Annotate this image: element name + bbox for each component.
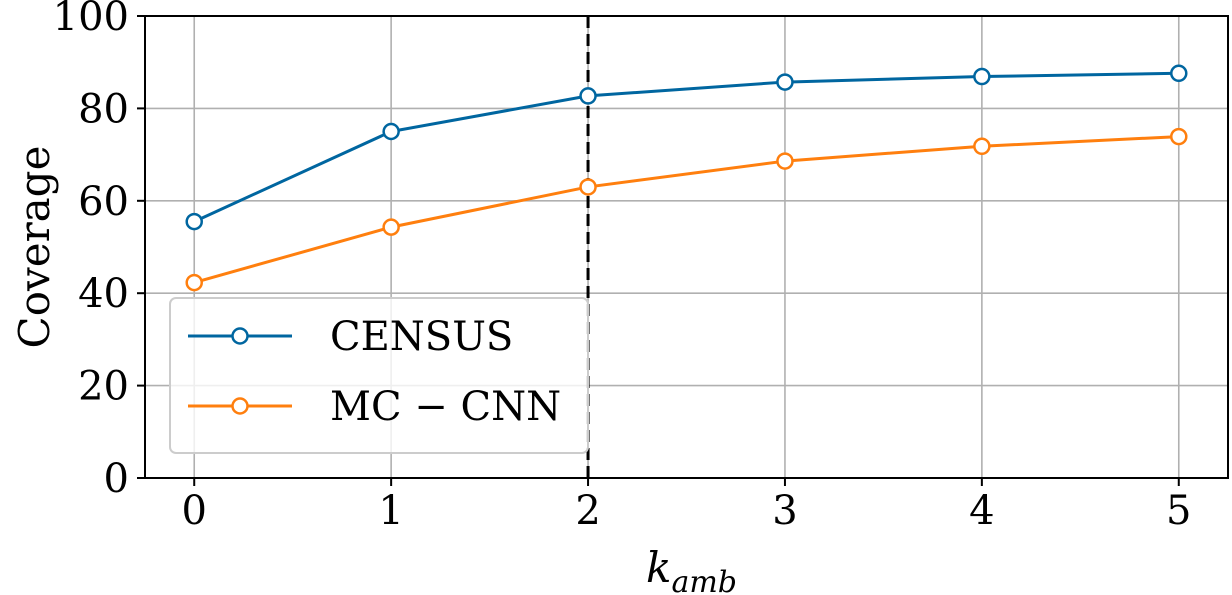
tick-labels: 0 1 2 3 4 5 0 20 40 60 80 100 bbox=[53, 0, 1192, 534]
legend: CENSUS MC − CNN bbox=[169, 297, 589, 454]
legend-marker bbox=[231, 397, 249, 415]
legend-marker bbox=[231, 327, 249, 345]
x-tick-label: 4 bbox=[969, 488, 994, 534]
x-axis-label-subscript: amb bbox=[671, 565, 737, 595]
data-point bbox=[185, 273, 203, 292]
x-axis-label-main: k bbox=[646, 543, 671, 592]
data-point bbox=[776, 73, 794, 91]
x-axis-label: kamb bbox=[646, 543, 737, 595]
legend-label: MC − CNN bbox=[330, 384, 561, 430]
series-1 bbox=[185, 64, 1188, 231]
y-tick-label: 40 bbox=[78, 271, 129, 317]
x-tick-label: 5 bbox=[1166, 488, 1191, 534]
data-point bbox=[973, 67, 991, 86]
data-point bbox=[382, 218, 400, 236]
data-point bbox=[1170, 64, 1188, 83]
x-tick-label: 0 bbox=[182, 488, 207, 534]
y-tick-label: 20 bbox=[78, 364, 129, 410]
series-line bbox=[193, 135, 1179, 285]
data-point bbox=[579, 178, 597, 196]
y-tick-label: 60 bbox=[78, 179, 129, 225]
x-tick-label: 3 bbox=[772, 488, 797, 534]
legend-item: MC − CNN bbox=[188, 384, 561, 430]
y-tick-label: 100 bbox=[53, 0, 129, 40]
y-tick-label: 0 bbox=[104, 456, 129, 502]
data-point bbox=[579, 87, 597, 105]
data-point bbox=[185, 212, 203, 231]
y-axis-label: Coverage bbox=[10, 146, 59, 349]
legend-label: CENSUS bbox=[330, 314, 513, 360]
x-tick-label: 1 bbox=[378, 488, 403, 534]
plot-frame bbox=[144, 15, 1229, 479]
x-tick-label: 2 bbox=[575, 488, 600, 534]
y-tick-label: 80 bbox=[78, 86, 129, 132]
axis-ticks bbox=[137, 15, 1180, 486]
data-point bbox=[973, 137, 991, 156]
series-line bbox=[193, 71, 1179, 223]
series-2 bbox=[185, 127, 1188, 292]
data-point bbox=[776, 152, 794, 170]
data-point bbox=[382, 122, 400, 141]
series-layer bbox=[185, 64, 1188, 292]
data-point bbox=[1170, 127, 1188, 146]
legend-item: CENSUS bbox=[188, 314, 513, 360]
